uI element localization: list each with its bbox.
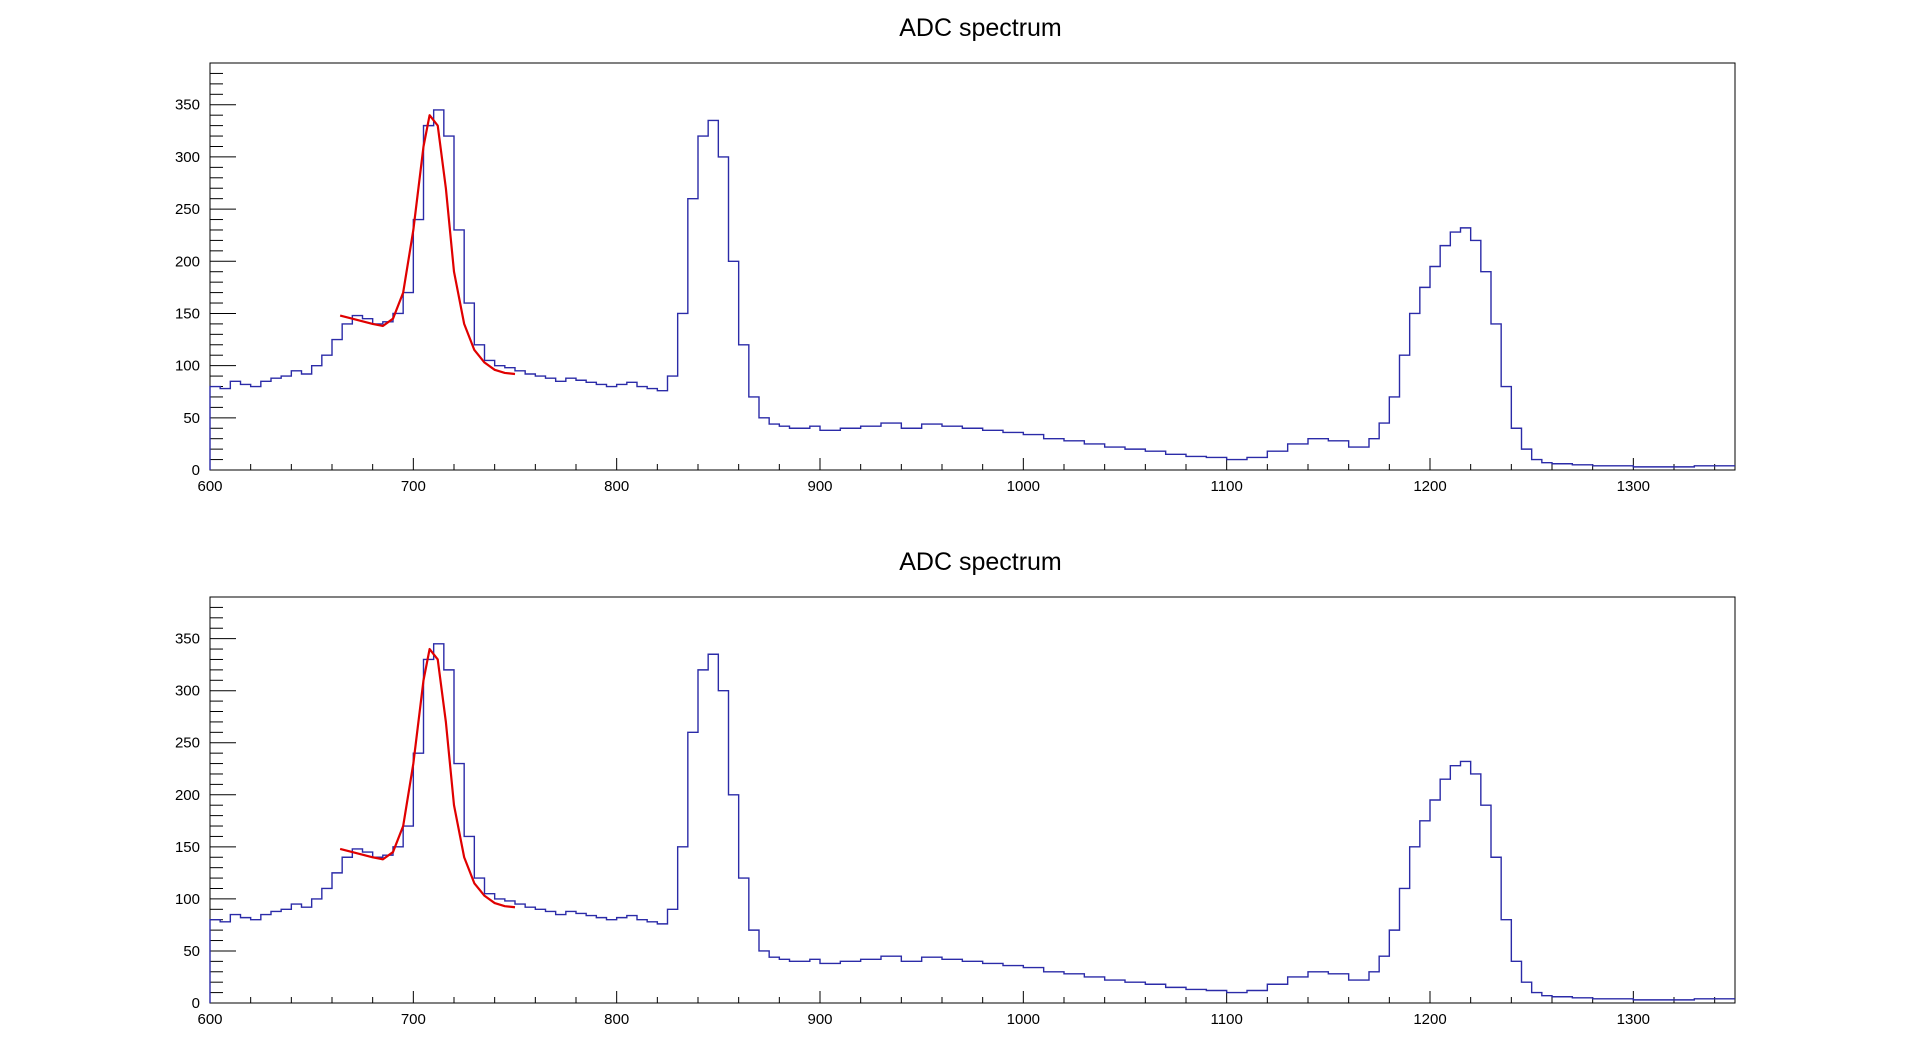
histogram-series	[209, 109, 1735, 470]
x-tick-label: 700	[401, 1011, 426, 1028]
x-tick-label: 800	[604, 1011, 629, 1028]
x-tick-label: 1100	[1211, 478, 1243, 495]
x-tick-label: 600	[197, 1011, 222, 1028]
y-tick-label: 100	[175, 891, 200, 908]
y-tick-label: 200	[175, 253, 200, 270]
chart-title: ADC spectrum	[899, 548, 1062, 576]
y-tick-label: 100	[175, 358, 200, 375]
x-tick-label: 900	[807, 478, 832, 495]
x-tick-label: 1000	[1007, 478, 1040, 495]
histogram-series	[209, 643, 1735, 1003]
x-tick-label: 900	[807, 1011, 832, 1028]
y-tick-label: 200	[175, 787, 200, 804]
chart-panel-2: ADC spectrum 0 50 100 150 200 250 300 350 600 700 8…	[175, 548, 1736, 1028]
y-tick-label: 300	[175, 683, 200, 700]
y-tick-label: 350	[175, 97, 200, 114]
chart-title: ADC spectrum	[899, 14, 1062, 42]
y-tick-label: 50	[183, 410, 200, 427]
y-tick-label: 300	[175, 149, 200, 166]
y-tick-label: 0	[192, 995, 200, 1012]
x-tick-label: 1300	[1617, 1011, 1650, 1028]
x-tick-label: 800	[604, 478, 629, 495]
x-tick-label: 1200	[1413, 1011, 1446, 1028]
x-tick-label: 1300	[1617, 478, 1650, 495]
x-tick-label: 1100	[1211, 1011, 1243, 1028]
y-tick-label: 350	[175, 631, 200, 648]
y-tick-label: 250	[175, 201, 200, 218]
y-tick-label: 0	[192, 462, 200, 479]
y-tick-label: 50	[183, 943, 200, 960]
x-tick-label: 700	[401, 478, 426, 495]
x-tick-label: 1200	[1413, 478, 1446, 495]
x-tick-label: 1000	[1007, 1011, 1040, 1028]
y-tick-label: 150	[175, 305, 200, 322]
x-tick-label: 600	[197, 478, 222, 495]
plot-frame	[209, 62, 1736, 471]
fit-curve	[339, 114, 516, 376]
fit-curve	[339, 647, 516, 909]
y-tick-label: 250	[175, 735, 200, 752]
chart-panel-1: ADC spectrum 0 50 100 150 200 250 300 350 600 700 8…	[175, 14, 1736, 495]
y-tick-label: 150	[175, 839, 200, 856]
plot-frame	[209, 596, 1736, 1004]
